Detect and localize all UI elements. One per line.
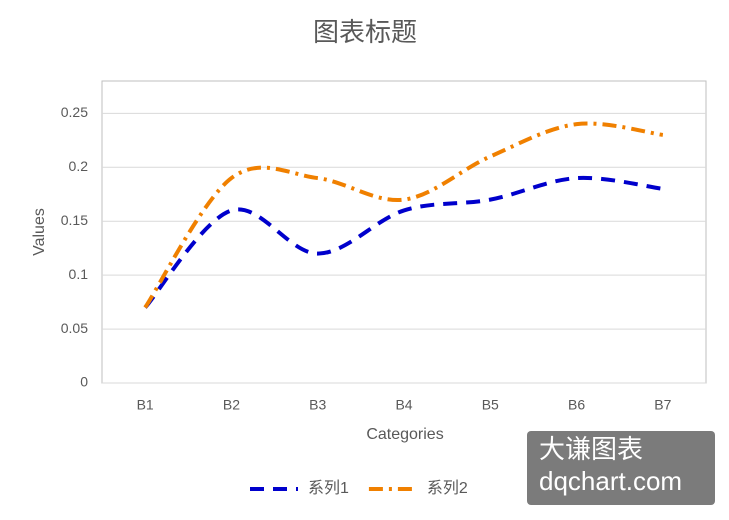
x-tick-label: B2 <box>223 397 240 413</box>
y-tick-label: 0.05 <box>61 320 88 336</box>
y-tick-label: 0.2 <box>69 158 89 174</box>
legend-label: 系列1 <box>308 479 349 497</box>
watermark-text: 大谦图表 <box>539 434 643 464</box>
y-tick-label: 0.15 <box>61 212 88 228</box>
x-axis-label: Categories <box>366 426 443 443</box>
x-tick-label: B4 <box>395 397 412 413</box>
chart-title: 图表标题 <box>313 17 417 47</box>
y-tick-label: 0.1 <box>69 266 89 282</box>
x-tick-label: B3 <box>309 397 326 413</box>
y-tick-label: 0.25 <box>61 104 88 120</box>
x-tick-label: B7 <box>654 397 671 413</box>
legend-label: 系列2 <box>427 479 468 497</box>
watermark-box <box>527 431 715 505</box>
line-series <box>143 175 664 309</box>
x-tick-label: B5 <box>482 397 499 413</box>
x-tick-label: B6 <box>568 397 585 413</box>
line-series <box>143 121 664 309</box>
watermark-text: dqchart.com <box>539 466 682 496</box>
y-axis-label: Values <box>31 208 48 256</box>
x-tick-label: B1 <box>137 397 154 413</box>
y-tick-label: 0 <box>80 374 88 390</box>
